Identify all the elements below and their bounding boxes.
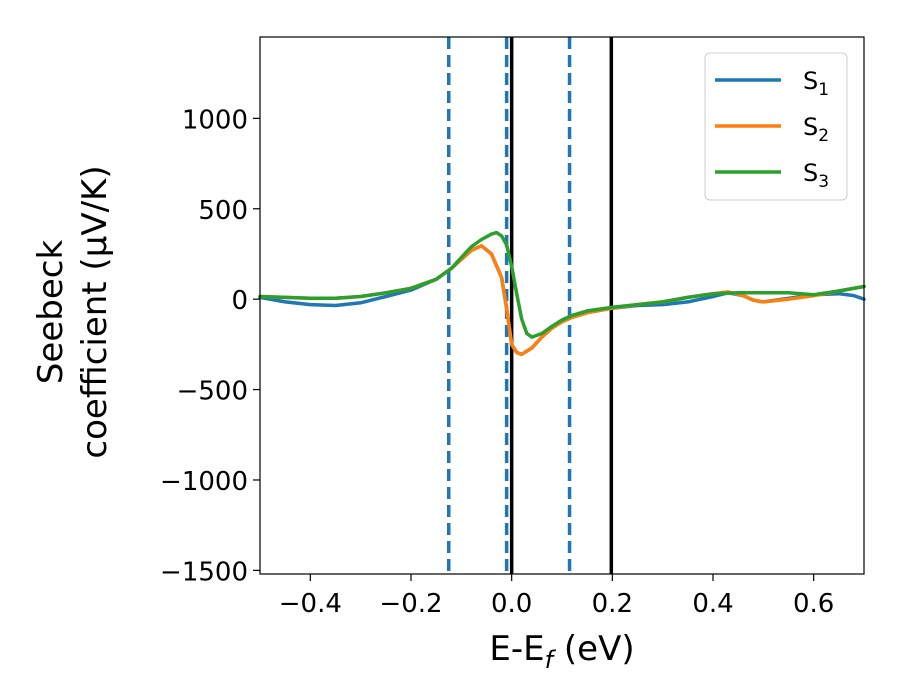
x-tick-label: 0.6 xyxy=(793,589,834,619)
legend-label-3: S3 xyxy=(803,159,829,192)
y-axis-title-line1: Seebeck xyxy=(31,240,71,385)
y-tick-label: −1500 xyxy=(160,557,248,587)
y-tick-label: −1000 xyxy=(160,467,248,497)
y-axis-ticks: 1000 500 0 −500 −1000 −1500 xyxy=(160,105,260,587)
y-tick-label: 500 xyxy=(198,196,248,226)
y-axis-title-line2: coefficient (μV/K) xyxy=(75,165,115,458)
x-tick-label: 0.0 xyxy=(491,589,532,619)
legend-label-1: S1 xyxy=(803,67,829,100)
x-tick-label: −0.4 xyxy=(279,589,342,619)
y-tick-label: 1000 xyxy=(182,105,248,135)
x-tick-label: 0.2 xyxy=(592,589,633,619)
x-axis-title-unit: (eV) xyxy=(553,629,635,669)
legend: S1 S2 S3 xyxy=(704,52,848,201)
x-tick-label: 0.4 xyxy=(692,589,733,619)
x-axis-title-main: E-E xyxy=(489,629,544,669)
y-tick-label: 0 xyxy=(231,286,248,316)
series-lines xyxy=(258,230,866,357)
y-axis-title: Seebeck coefficient (μV/K) xyxy=(31,165,115,458)
x-axis-ticks: −0.4 −0.2 0.0 0.2 0.4 0.6 xyxy=(279,574,834,619)
y-tick-label: −500 xyxy=(177,377,248,407)
x-axis-title: E-Ef (eV) xyxy=(489,629,634,674)
series-line-3 xyxy=(258,230,866,339)
x-tick-label: −0.2 xyxy=(379,589,442,619)
legend-label-2: S2 xyxy=(803,113,829,146)
vertical-lines xyxy=(447,37,614,574)
plot-area-frame xyxy=(259,36,865,575)
series-line-2 xyxy=(258,244,866,357)
